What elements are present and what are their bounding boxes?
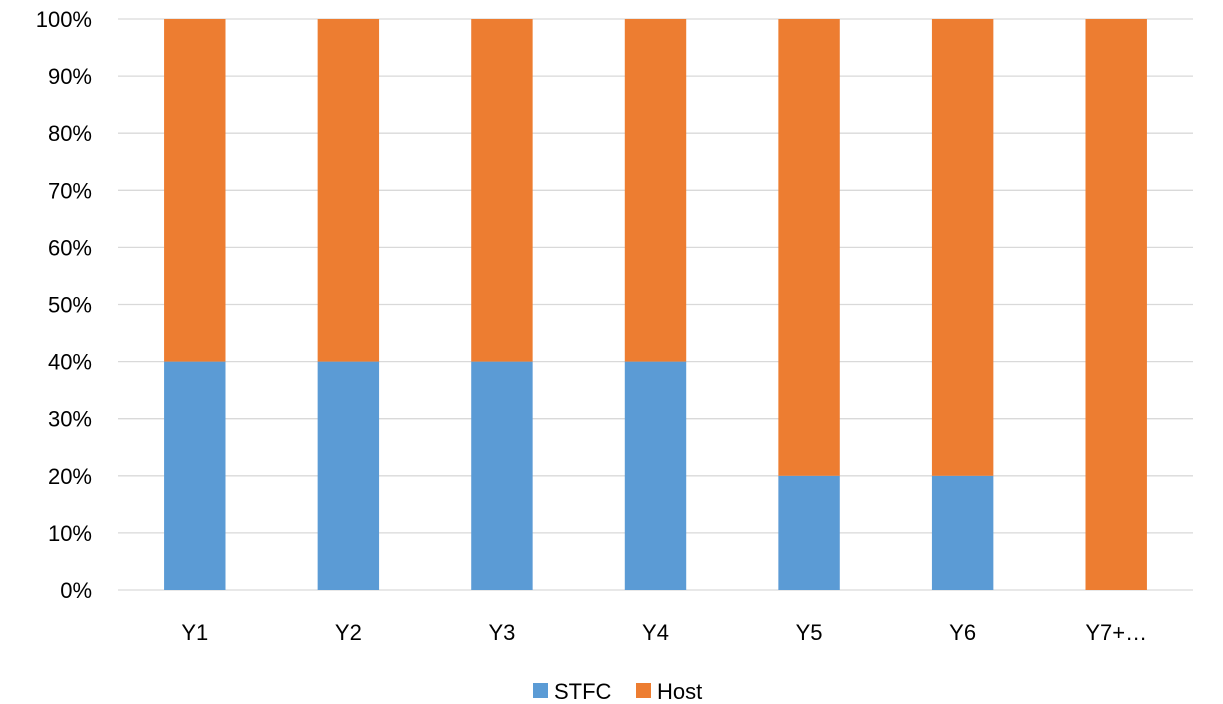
bar-stfc-y5 [778,475,840,590]
y-tick-label: 20% [48,464,92,489]
bar-stfc-y2 [317,361,380,590]
x-tick-label: Y1 [181,620,208,645]
x-tick-label: Y7+… [1085,620,1147,645]
bar-host-y2 [317,19,380,362]
y-tick-label: 80% [48,121,92,146]
x-tick-label: Y6 [949,620,976,645]
legend: STFC Host [533,679,702,704]
x-axis-ticks: Y1 Y2 Y3 Y4 Y5 Y6 Y7+… [181,620,1147,645]
y-tick-label: 70% [48,178,92,203]
legend-label-host: Host [657,679,702,704]
y-tick-label: 100% [36,7,92,32]
bar-host-y6 [931,19,994,476]
bar-stfc-y6 [931,475,994,590]
y-tick-label: 90% [48,64,92,89]
y-tick-label: 40% [48,350,92,375]
bar-host-y7 [1085,19,1147,590]
y-axis-ticks: 0% 10% 20% 30% 40% 50% 60% 70% 80% 90% 100% [36,7,92,603]
y-tick-label: 10% [48,521,92,546]
y-tick-label: 0% [60,578,92,603]
x-tick-label: Y3 [488,620,515,645]
y-tick-label: 50% [48,293,92,318]
x-tick-label: Y2 [335,620,362,645]
bar-host-y5 [778,19,840,476]
x-tick-label: Y5 [796,620,823,645]
bar-host-y4 [624,19,687,362]
bar-host-y1 [164,19,226,362]
bar-stfc-y3 [471,361,533,590]
y-tick-label: 60% [48,235,92,260]
y-tick-label: 30% [48,407,92,432]
bar-stfc-y1 [164,361,226,590]
legend-label-stfc: STFC [554,679,612,704]
legend-swatch-stfc [533,683,548,698]
legend-swatch-host [636,683,651,698]
bar-stfc-y4 [624,361,687,590]
x-tick-label: Y4 [642,620,669,645]
bar-host-y3 [471,19,533,362]
bars [164,19,1147,590]
